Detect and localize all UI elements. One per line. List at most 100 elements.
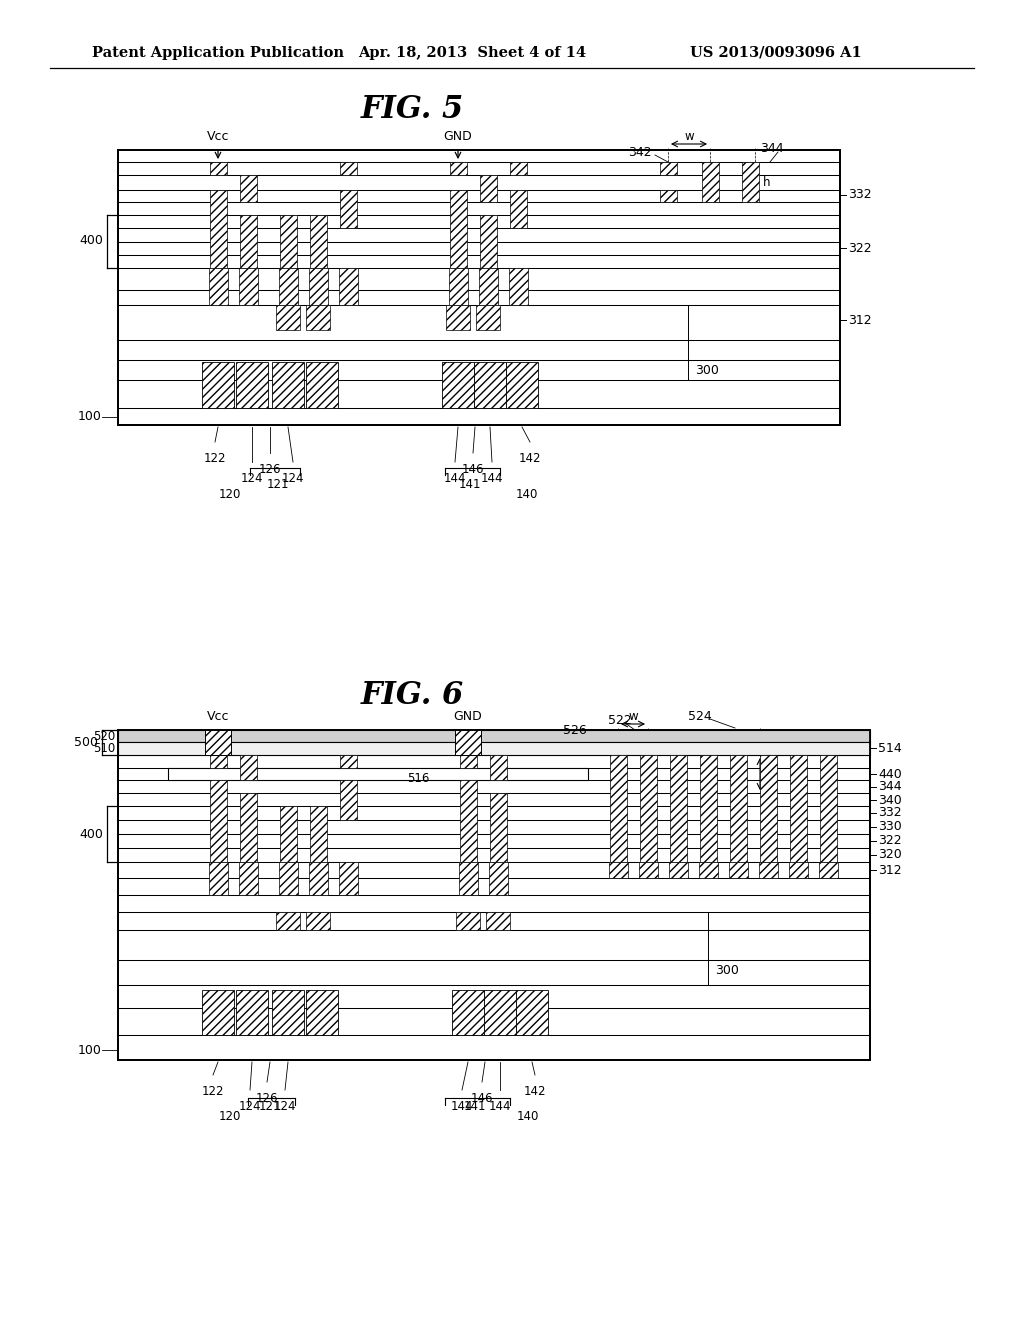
Text: 120: 120 — [219, 488, 242, 502]
Bar — [339, 268, 358, 305]
Text: 332: 332 — [878, 807, 901, 820]
Bar — [210, 780, 227, 862]
Text: w: w — [628, 710, 638, 722]
Text: US 2013/0093096 A1: US 2013/0093096 A1 — [690, 46, 862, 59]
Bar — [280, 807, 297, 862]
Bar — [339, 862, 358, 895]
Text: FIG. 5: FIG. 5 — [360, 95, 464, 125]
Bar — [210, 755, 227, 768]
Text: GND: GND — [454, 710, 482, 723]
Bar — [660, 162, 677, 176]
Text: 142: 142 — [519, 451, 542, 465]
Text: 520: 520 — [93, 730, 115, 742]
Text: h: h — [763, 176, 770, 189]
Bar — [118, 150, 840, 425]
Bar — [279, 862, 298, 895]
Bar — [790, 755, 807, 862]
Bar — [670, 755, 687, 862]
Text: w: w — [684, 129, 694, 143]
Bar — [306, 305, 330, 330]
Bar — [279, 268, 298, 305]
Bar — [240, 215, 257, 268]
Text: 440: 440 — [878, 767, 902, 780]
Bar — [306, 912, 330, 931]
Bar — [236, 990, 268, 1035]
Bar — [340, 780, 357, 820]
Bar — [205, 730, 231, 755]
Bar — [202, 362, 234, 408]
Bar — [700, 755, 717, 862]
Bar — [276, 912, 300, 931]
Bar — [118, 730, 870, 1060]
Text: 330: 330 — [878, 821, 902, 833]
Text: 121: 121 — [266, 478, 289, 491]
Bar — [699, 862, 718, 878]
Bar — [442, 362, 474, 408]
Text: 340: 340 — [878, 793, 902, 807]
Bar — [340, 190, 357, 228]
Bar — [118, 730, 870, 1060]
Bar — [276, 305, 300, 330]
Bar — [272, 362, 304, 408]
Text: 122: 122 — [204, 451, 226, 465]
Bar — [506, 362, 538, 408]
Bar — [660, 190, 677, 202]
Text: Patent Application Publication: Patent Application Publication — [92, 46, 344, 59]
Text: 400: 400 — [79, 828, 103, 841]
Bar — [306, 362, 338, 408]
Bar — [280, 215, 297, 268]
Text: 526: 526 — [563, 723, 587, 737]
Bar — [239, 862, 258, 895]
Text: 344: 344 — [760, 141, 783, 154]
Bar — [452, 990, 484, 1035]
Bar — [340, 755, 357, 768]
Text: 122: 122 — [202, 1085, 224, 1098]
Bar — [490, 755, 507, 780]
Text: 124: 124 — [241, 473, 263, 484]
Text: 514: 514 — [878, 742, 902, 755]
Bar — [449, 268, 468, 305]
Bar — [118, 742, 870, 755]
Bar — [759, 862, 778, 878]
Bar — [460, 780, 477, 862]
Bar — [516, 990, 548, 1035]
Bar — [306, 990, 338, 1035]
Bar — [272, 990, 304, 1035]
Bar — [479, 268, 498, 305]
Bar — [489, 862, 508, 895]
Bar — [236, 362, 268, 408]
Text: FIG. 6: FIG. 6 — [360, 681, 464, 711]
Text: 100: 100 — [78, 411, 102, 424]
Bar — [760, 755, 777, 862]
Bar — [480, 176, 497, 202]
Bar — [460, 755, 477, 768]
Bar — [118, 150, 840, 425]
Bar — [490, 793, 507, 862]
Bar — [610, 755, 627, 862]
Bar — [730, 755, 746, 862]
Text: 100: 100 — [78, 1044, 102, 1056]
Bar — [240, 755, 257, 780]
Text: GND: GND — [443, 129, 472, 143]
Text: 121: 121 — [259, 1100, 282, 1113]
Text: 344: 344 — [878, 780, 901, 793]
Text: 124: 124 — [282, 473, 304, 484]
Text: 500: 500 — [74, 735, 98, 748]
Text: 332: 332 — [848, 189, 871, 202]
Text: 144: 144 — [488, 1100, 511, 1113]
Bar — [486, 912, 510, 931]
Bar — [509, 268, 528, 305]
Bar — [639, 862, 658, 878]
Bar — [455, 730, 481, 755]
Bar — [790, 862, 808, 878]
Text: 322: 322 — [878, 834, 901, 847]
Bar — [240, 793, 257, 862]
Bar — [210, 162, 227, 176]
Text: 144: 144 — [480, 473, 503, 484]
Bar — [450, 162, 467, 176]
Bar — [729, 862, 748, 878]
Text: Apr. 18, 2013  Sheet 4 of 14: Apr. 18, 2013 Sheet 4 of 14 — [358, 46, 586, 59]
Text: 322: 322 — [848, 242, 871, 255]
Text: 312: 312 — [878, 863, 901, 876]
Text: Vcc: Vcc — [207, 129, 229, 143]
